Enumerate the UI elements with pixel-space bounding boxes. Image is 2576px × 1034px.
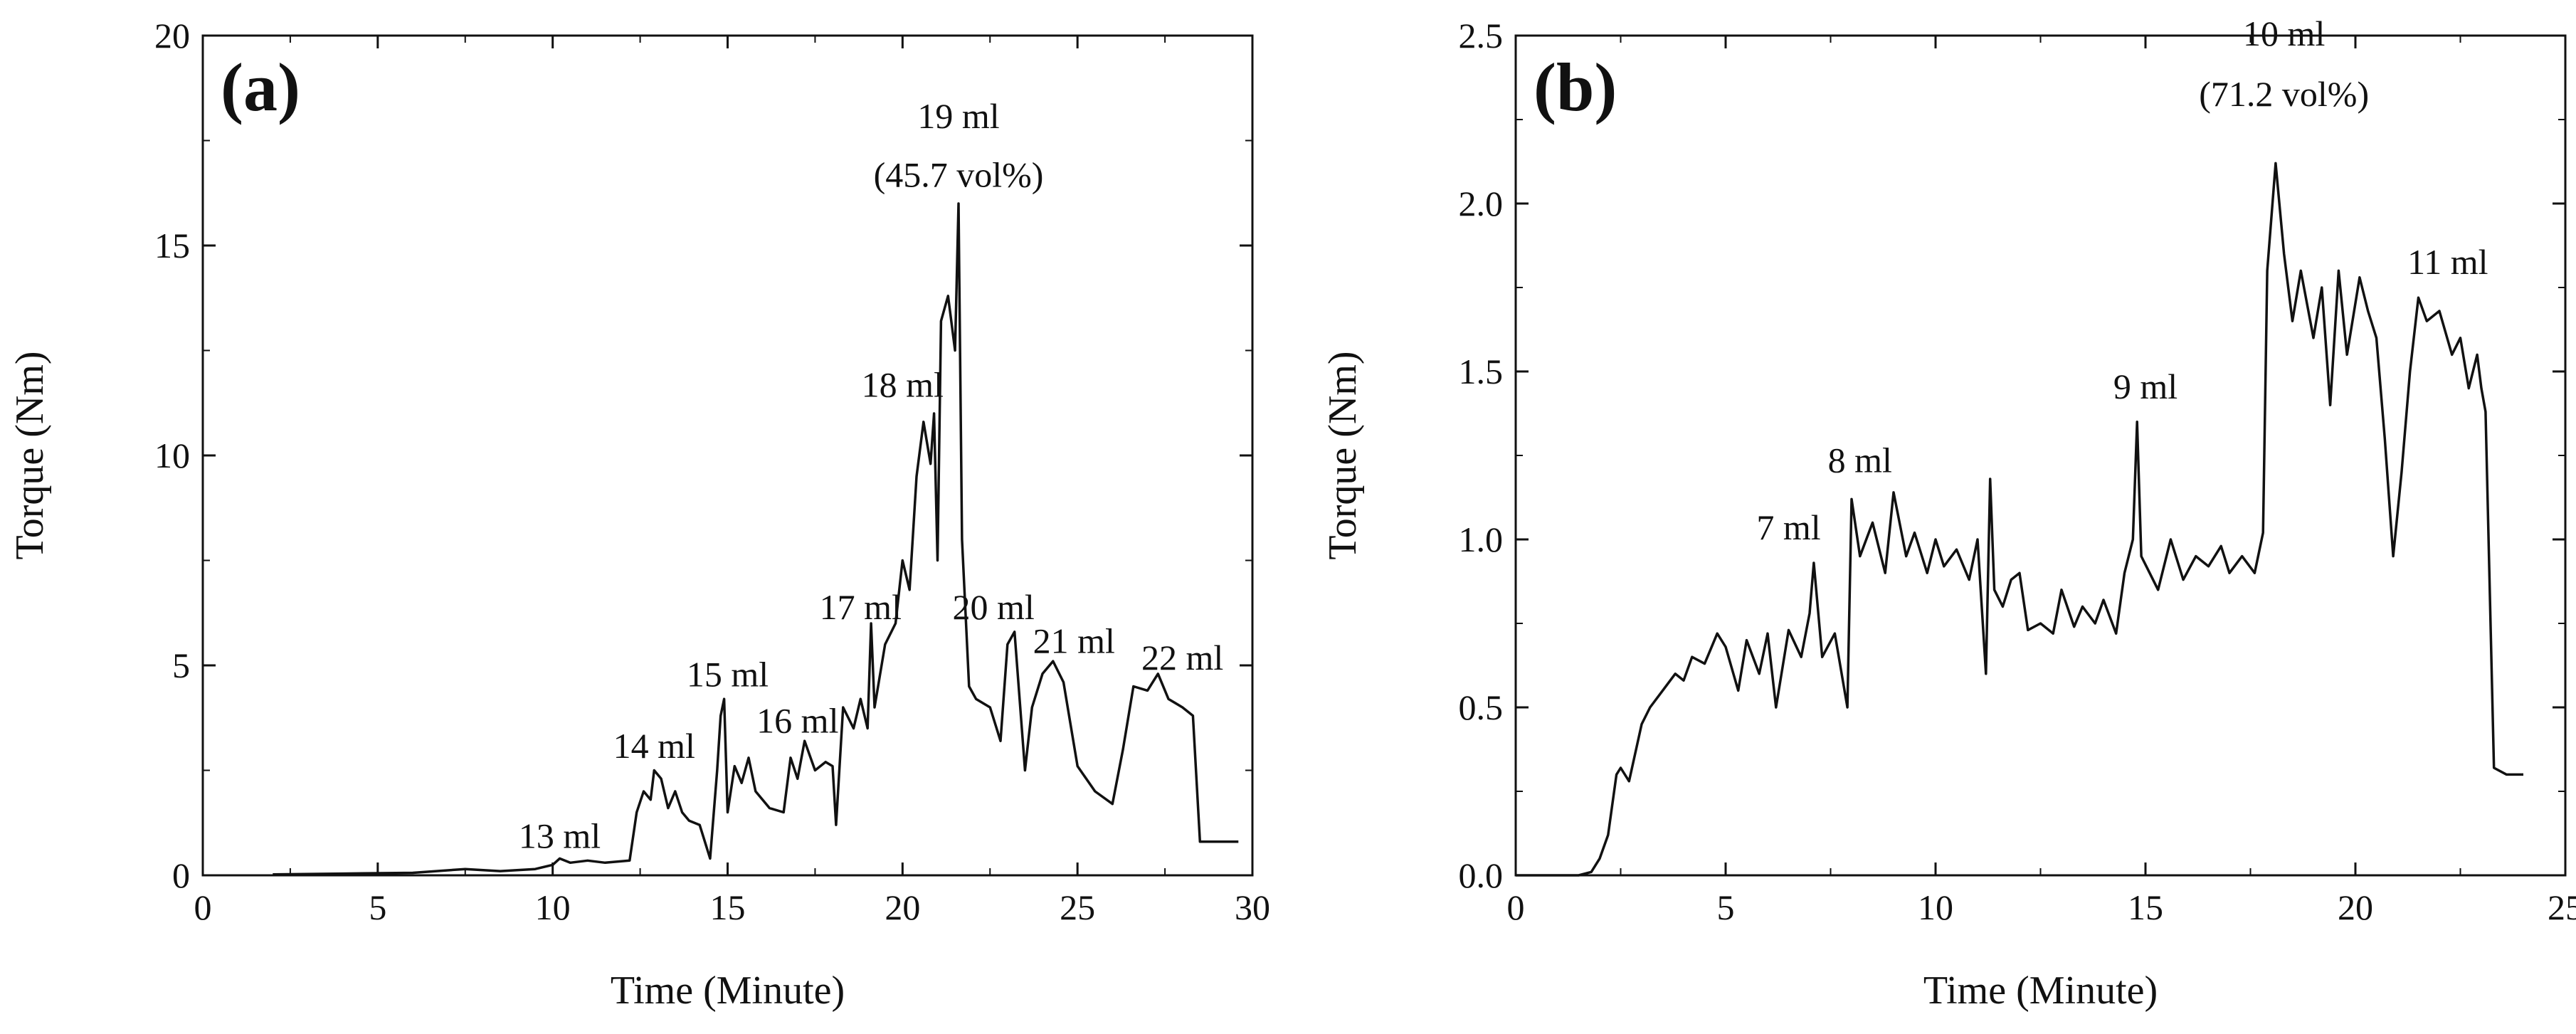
y-tick-label: 0 bbox=[172, 855, 190, 895]
annotation-label: 9 ml bbox=[2113, 366, 2178, 406]
y-tick-label: 0.0 bbox=[1459, 855, 1504, 895]
annotation-label: 16 ml bbox=[756, 700, 838, 740]
y-axis-title: Torque (Nm) bbox=[8, 351, 52, 559]
x-axis-title: Time (Minute) bbox=[611, 969, 845, 1013]
annotation-label: 18 ml bbox=[862, 364, 944, 404]
panel-label: (b) bbox=[1534, 49, 1617, 125]
y-tick-label: 2.0 bbox=[1459, 184, 1504, 223]
annotation-label: 8 ml bbox=[1828, 440, 1892, 480]
x-tick-label: 20 bbox=[2338, 887, 2373, 927]
annotation-label: 15 ml bbox=[687, 655, 769, 695]
annotation-label: 21 ml bbox=[1033, 621, 1115, 660]
x-tick-label: 10 bbox=[1918, 887, 1953, 927]
x-tick-label: 0 bbox=[1507, 887, 1525, 927]
annotation-label: 13 ml bbox=[519, 816, 601, 856]
y-tick-label: 1.0 bbox=[1459, 519, 1504, 559]
torque-series-line bbox=[1516, 162, 2523, 877]
torque-series-line bbox=[273, 202, 1239, 876]
annotation-label: 14 ml bbox=[613, 726, 695, 766]
panel-a-chart: 0 5 10 15 20 25 30 0 5 10 15 20 Time (Minute) Torque … bbox=[8, 16, 1270, 1013]
x-tick-label: 30 bbox=[1235, 887, 1270, 927]
x-tick-label: 20 bbox=[885, 887, 920, 927]
y-tick-label: 10 bbox=[154, 436, 190, 475]
x-tick-label: 10 bbox=[535, 887, 571, 927]
annotation-label: 7 ml bbox=[1756, 507, 1820, 547]
x-tick-label: 15 bbox=[710, 887, 746, 927]
x-tick-label: 25 bbox=[1060, 887, 1095, 927]
annotation-label: 19 ml bbox=[917, 96, 999, 136]
panel-label: (a) bbox=[221, 49, 300, 125]
annotation-label: 11 ml bbox=[2407, 242, 2488, 282]
y-tick-label: 1.5 bbox=[1459, 352, 1504, 391]
y-tick-label: 0.5 bbox=[1459, 687, 1504, 727]
x-tick-label: 5 bbox=[369, 887, 386, 927]
annotation-label: (71.2 vol%) bbox=[2199, 74, 2369, 114]
x-tick-label: 15 bbox=[2128, 887, 2163, 927]
panel-b-chart: 0 5 10 15 20 25 0.0 0.5 1.0 1.5 2.0 2.5 Time (Minute… bbox=[1321, 14, 2576, 1013]
x-axis-title: Time (Minute) bbox=[1923, 969, 2158, 1013]
annotation-label: 17 ml bbox=[820, 587, 902, 627]
annotation-label: 22 ml bbox=[1141, 638, 1223, 677]
x-tick-label: 25 bbox=[2548, 887, 2576, 927]
annotation-label: 10 ml bbox=[2243, 14, 2325, 53]
y-tick-label: 5 bbox=[172, 645, 190, 685]
annotation-label: 20 ml bbox=[953, 587, 1035, 627]
x-tick-label: 5 bbox=[1717, 887, 1735, 927]
y-axis-title: Torque (Nm) bbox=[1321, 351, 1365, 559]
annotation-label: (45.7 vol%) bbox=[874, 154, 1044, 194]
y-tick-label: 2.5 bbox=[1459, 16, 1504, 56]
y-tick-label: 15 bbox=[154, 226, 190, 265]
x-tick-label: 0 bbox=[194, 887, 212, 927]
y-tick-label: 20 bbox=[154, 16, 190, 56]
